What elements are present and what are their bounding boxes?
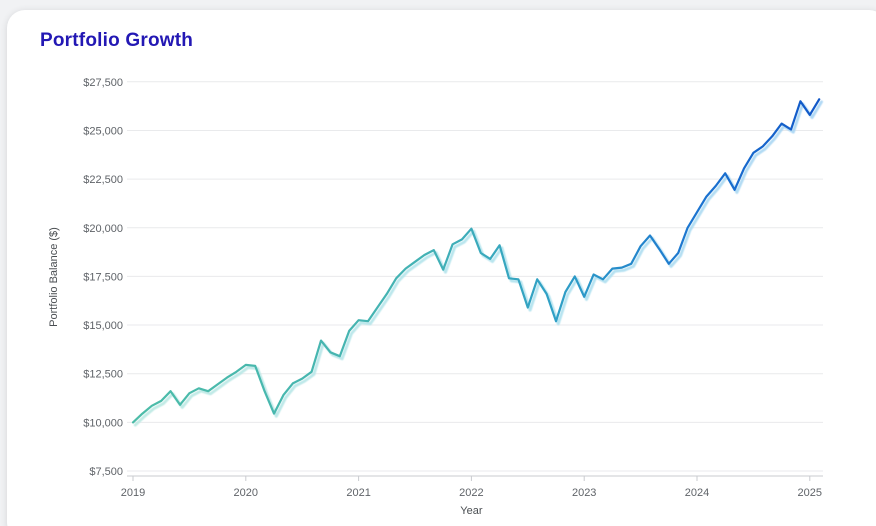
x-tick-label: 2019 [121, 487, 145, 499]
y-tick-label: $20,000 [83, 223, 123, 235]
y-tick-label: $25,000 [83, 125, 123, 137]
x-tick-label: 2020 [234, 487, 258, 499]
chart-title: Portfolio Growth [40, 30, 194, 51]
x-tick-label: 2025 [798, 487, 822, 499]
y-axis-title: Portfolio Balance ($) [48, 227, 60, 327]
y-tick-label: $10,000 [83, 417, 123, 429]
x-tick-label: 2023 [572, 487, 596, 499]
y-tick-label: $7,500 [89, 466, 123, 478]
y-tick-label: $12,500 [83, 369, 123, 381]
x-tick-label: 2021 [346, 487, 370, 499]
y-tick-label: $22,500 [83, 174, 123, 186]
x-axis-title: Year [460, 505, 483, 517]
portfolio-line [131, 98, 821, 424]
x-tick-label: 2022 [459, 487, 483, 499]
y-tick-label: $27,500 [83, 77, 123, 89]
y-tick-label: $15,000 [83, 320, 123, 332]
y-tick-label: $17,500 [83, 271, 123, 283]
x-tick-label: 2024 [685, 487, 709, 499]
portfolio-line-glow [133, 100, 824, 427]
